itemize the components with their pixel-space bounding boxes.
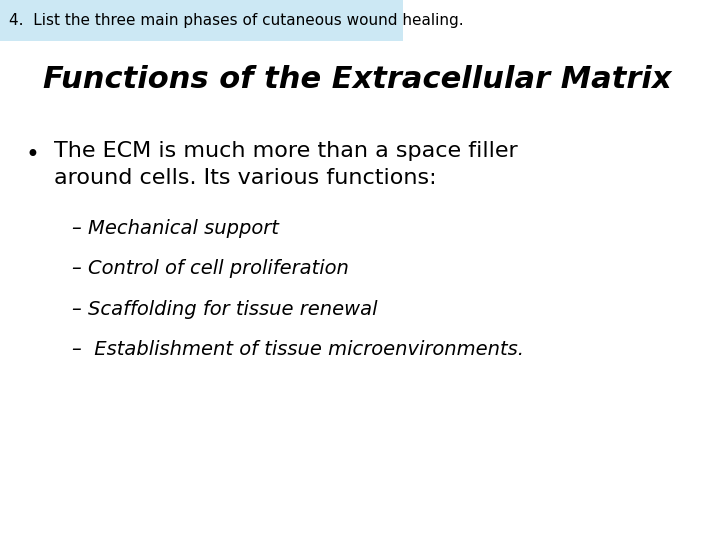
Text: •: •: [25, 143, 39, 167]
Text: The ECM is much more than a space filler
around cells. Its various functions:: The ECM is much more than a space filler…: [54, 141, 518, 188]
Text: – Scaffolding for tissue renewal: – Scaffolding for tissue renewal: [72, 300, 377, 319]
Text: Functions of the Extracellular Matrix: Functions of the Extracellular Matrix: [43, 65, 672, 94]
Text: –  Establishment of tissue microenvironments.: – Establishment of tissue microenvironme…: [72, 340, 524, 359]
FancyBboxPatch shape: [0, 0, 403, 40]
Text: 4.  List the three main phases of cutaneous wound healing.: 4. List the three main phases of cutaneo…: [9, 13, 463, 28]
Text: – Control of cell proliferation: – Control of cell proliferation: [72, 259, 349, 278]
Text: – Mechanical support: – Mechanical support: [72, 219, 279, 238]
